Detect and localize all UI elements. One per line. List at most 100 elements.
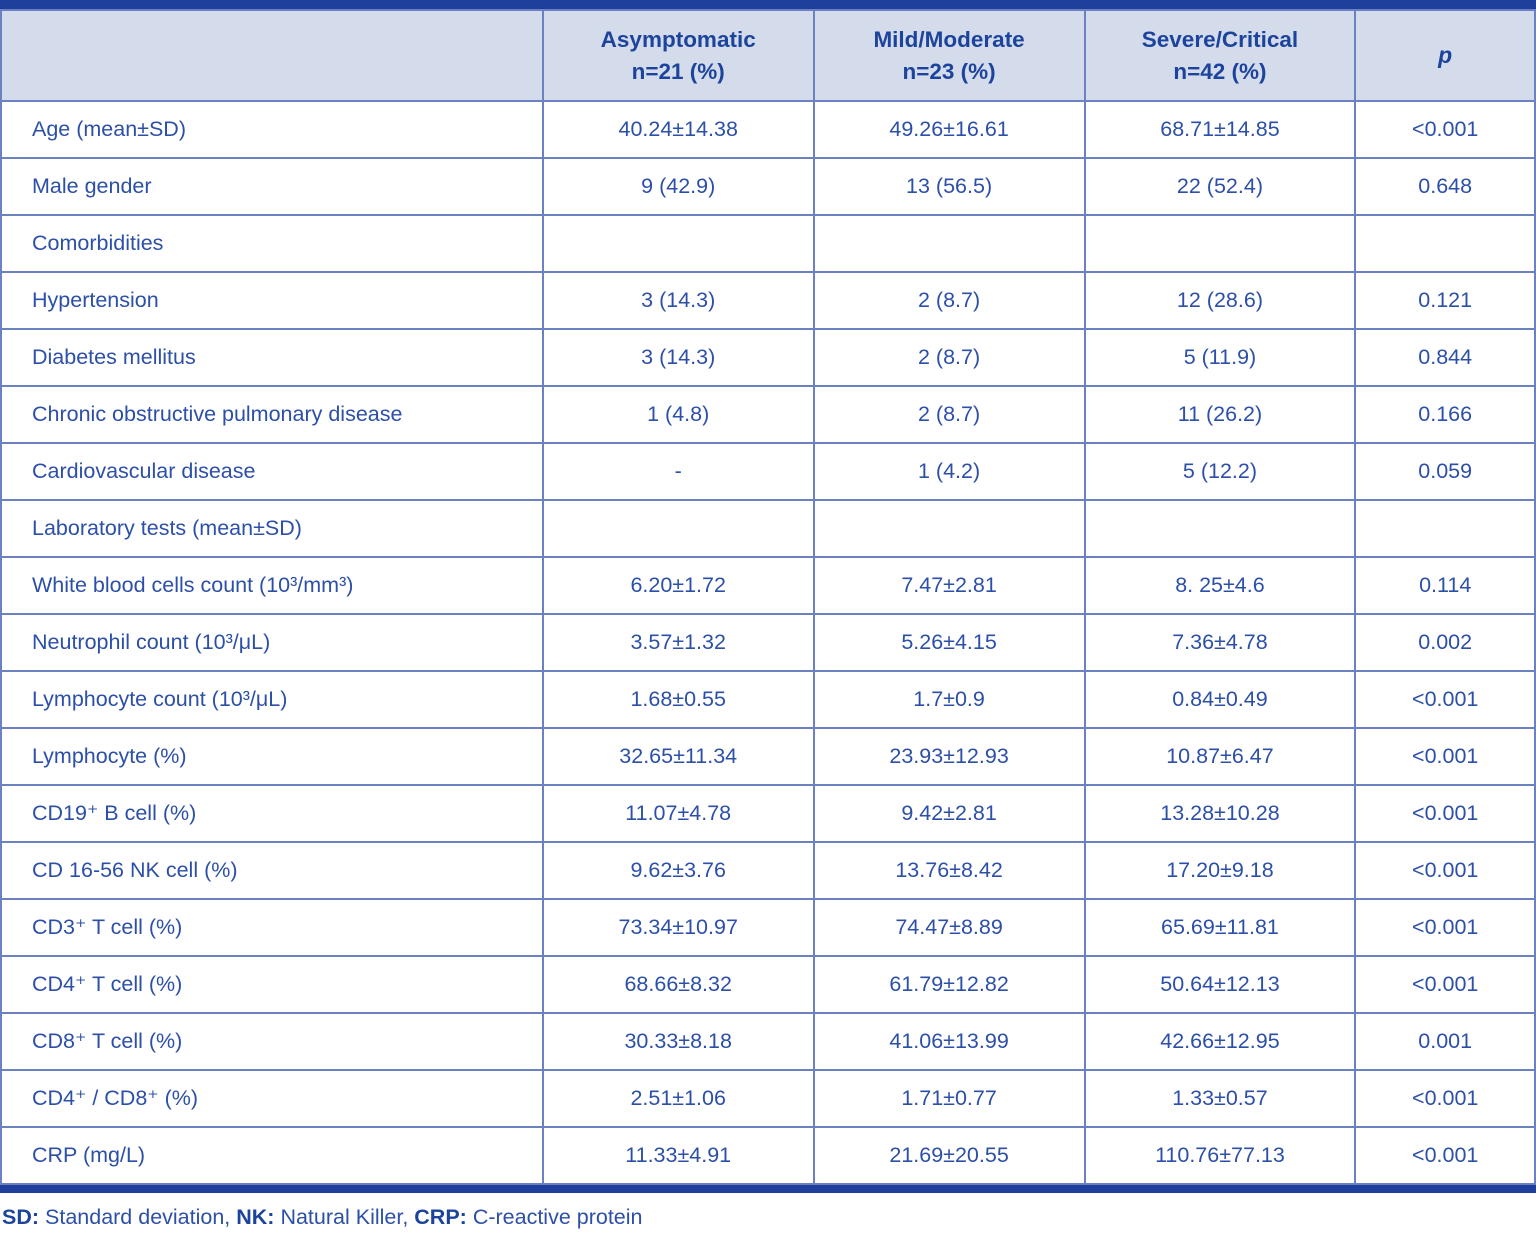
row-label: CD4⁺ / CD8⁺ (%) bbox=[0, 1069, 544, 1128]
cell-value bbox=[812, 499, 1086, 558]
table-footnote: SD: Standard deviation, NK: Natural Kill… bbox=[0, 1193, 1536, 1230]
cell-value: 1.7±0.9 bbox=[812, 670, 1086, 729]
cell-value: 0.84±0.49 bbox=[1083, 670, 1357, 729]
footnote-crp-label: CRP: bbox=[414, 1205, 467, 1229]
row-label: Laboratory tests (mean±SD) bbox=[0, 499, 544, 558]
cell-value: 12 (28.6) bbox=[1083, 271, 1357, 330]
cell-value: 68.66±8.32 bbox=[541, 955, 815, 1014]
row-label: CD3⁺ T cell (%) bbox=[0, 898, 544, 957]
cell-value bbox=[541, 499, 815, 558]
cell-value bbox=[1354, 214, 1536, 273]
cell-value: 11.33±4.91 bbox=[541, 1126, 815, 1185]
cell-value: 2.51±1.06 bbox=[541, 1069, 815, 1128]
cell-value: 13.28±10.28 bbox=[1083, 784, 1357, 843]
header-p-value: p bbox=[1354, 9, 1536, 102]
footnote-sd-label: SD: bbox=[2, 1205, 40, 1229]
cell-value: 2 (8.7) bbox=[812, 385, 1086, 444]
cell-value: 7.36±4.78 bbox=[1083, 613, 1357, 672]
cell-value: - bbox=[541, 442, 815, 501]
cell-value: 8. 25±4.6 bbox=[1083, 556, 1357, 615]
cell-value: 0.166 bbox=[1354, 385, 1536, 444]
cell-value: 61.79±12.82 bbox=[812, 955, 1086, 1014]
table-row: CD8⁺ T cell (%) 30.33±8.18 41.06±13.99 42.6… bbox=[0, 1012, 1536, 1071]
row-label: CD 16-56 NK cell (%) bbox=[0, 841, 544, 900]
cell-value: 65.69±11.81 bbox=[1083, 898, 1357, 957]
cell-value: 1.33±0.57 bbox=[1083, 1069, 1357, 1128]
row-label: CD4⁺ T cell (%) bbox=[0, 955, 544, 1014]
cell-value: 13.76±8.42 bbox=[812, 841, 1086, 900]
cell-value: <0.001 bbox=[1354, 727, 1536, 786]
cell-value: 3 (14.3) bbox=[541, 271, 815, 330]
table-row: Male gender 9 (42.9) 13 (56.5) 22 (52.4) 0.6… bbox=[0, 157, 1536, 216]
cell-value: 1.71±0.77 bbox=[812, 1069, 1086, 1128]
footnote-nk-text: Natural Killer, bbox=[274, 1205, 415, 1229]
cell-value: 68.71±14.85 bbox=[1083, 100, 1357, 159]
cell-value: 40.24±14.38 bbox=[541, 100, 815, 159]
cell-value: 41.06±13.99 bbox=[812, 1012, 1086, 1071]
cell-value: <0.001 bbox=[1354, 1069, 1536, 1128]
cell-value: 21.69±20.55 bbox=[812, 1126, 1086, 1185]
header-severe-critical: Severe/Critical n=42 (%) bbox=[1083, 9, 1357, 102]
cell-value: 5 (11.9) bbox=[1083, 328, 1357, 387]
table-row: Lymphocyte (%) 32.65±11.34 23.93±12.93 10.8… bbox=[0, 727, 1536, 786]
cell-value: 17.20±9.18 bbox=[1083, 841, 1357, 900]
table-row: Lymphocyte count (10³/μL) 1.68±0.55 1.7±0.… bbox=[0, 670, 1536, 729]
cell-value: 23.93±12.93 bbox=[812, 727, 1086, 786]
cell-value: 0.114 bbox=[1354, 556, 1536, 615]
cell-value: <0.001 bbox=[1354, 100, 1536, 159]
table-row: Diabetes mellitus 3 (14.3) 2 (8.7) 5 (11.9)… bbox=[0, 328, 1536, 387]
cell-value: 110.76±77.13 bbox=[1083, 1126, 1357, 1185]
footnote-sd-text: Standard deviation, bbox=[39, 1205, 237, 1229]
clinical-characteristics-table-wrap: Asymptomatic n=21 (%) Mild/Moderate n=23… bbox=[0, 0, 1536, 1193]
cell-value: 1 (4.2) bbox=[812, 442, 1086, 501]
cell-value: 30.33±8.18 bbox=[541, 1012, 815, 1071]
table-row: Comorbidities bbox=[0, 214, 1536, 273]
table-row: Age (mean±SD) 40.24±14.38 49.26±16.61 68.71… bbox=[0, 100, 1536, 159]
cell-value: 9.62±3.76 bbox=[541, 841, 815, 900]
cell-value: 11 (26.2) bbox=[1083, 385, 1357, 444]
cell-value: 0.648 bbox=[1354, 157, 1536, 216]
row-label: CD19⁺ B cell (%) bbox=[0, 784, 544, 843]
cell-value: 0.844 bbox=[1354, 328, 1536, 387]
cell-value: 0.059 bbox=[1354, 442, 1536, 501]
cell-value: <0.001 bbox=[1354, 841, 1536, 900]
cell-value: 9.42±2.81 bbox=[812, 784, 1086, 843]
cell-value: 0.121 bbox=[1354, 271, 1536, 330]
row-label: CRP (mg/L) bbox=[0, 1126, 544, 1185]
row-label: White blood cells count (10³/mm³) bbox=[0, 556, 544, 615]
cell-value: 0.001 bbox=[1354, 1012, 1536, 1071]
cell-value: <0.001 bbox=[1354, 670, 1536, 729]
cell-value: <0.001 bbox=[1354, 1126, 1536, 1185]
table-row: CD19⁺ B cell (%) 11.07±4.78 9.42±2.81 13.28… bbox=[0, 784, 1536, 843]
row-label: Comorbidities bbox=[0, 214, 544, 273]
row-label: Hypertension bbox=[0, 271, 544, 330]
table-row: CD 16-56 NK cell (%) 9.62±3.76 13.76±8.42 1… bbox=[0, 841, 1536, 900]
cell-value: 2 (8.7) bbox=[812, 328, 1086, 387]
cell-value: 5.26±4.15 bbox=[812, 613, 1086, 672]
table-header: Asymptomatic n=21 (%) Mild/Moderate n=23… bbox=[0, 9, 1536, 102]
header-empty-cell bbox=[0, 9, 544, 102]
cell-value: 3 (14.3) bbox=[541, 328, 815, 387]
table-row: CD3⁺ T cell (%) 73.34±10.97 74.47±8.89 65.6… bbox=[0, 898, 1536, 957]
row-label: Age (mean±SD) bbox=[0, 100, 544, 159]
cell-value: 49.26±16.61 bbox=[812, 100, 1086, 159]
cell-value: 9 (42.9) bbox=[541, 157, 815, 216]
row-label: Lymphocyte (%) bbox=[0, 727, 544, 786]
cell-value: 50.64±12.13 bbox=[1083, 955, 1357, 1014]
cell-value: 42.66±12.95 bbox=[1083, 1012, 1357, 1071]
footnote-crp-text: C-reactive protein bbox=[466, 1205, 643, 1229]
cell-value: 2 (8.7) bbox=[812, 271, 1086, 330]
cell-value: 7.47±2.81 bbox=[812, 556, 1086, 615]
cell-value: 6.20±1.72 bbox=[541, 556, 815, 615]
cell-value bbox=[1354, 499, 1536, 558]
row-label: Cardiovascular disease bbox=[0, 442, 544, 501]
table-row: CD4⁺ T cell (%) 68.66±8.32 61.79±12.82 50.6… bbox=[0, 955, 1536, 1014]
row-label: Chronic obstructive pulmonary disease bbox=[0, 385, 544, 444]
row-label: Neutrophil count (10³/μL) bbox=[0, 613, 544, 672]
cell-value: 3.57±1.32 bbox=[541, 613, 815, 672]
footnote-nk-label: NK: bbox=[236, 1205, 275, 1229]
table-row: Laboratory tests (mean±SD) bbox=[0, 499, 1536, 558]
header-row: Asymptomatic n=21 (%) Mild/Moderate n=23… bbox=[0, 9, 1536, 102]
table-body: Age (mean±SD) 40.24±14.38 49.26±16.61 68.71… bbox=[0, 100, 1536, 1185]
row-label: Male gender bbox=[0, 157, 544, 216]
